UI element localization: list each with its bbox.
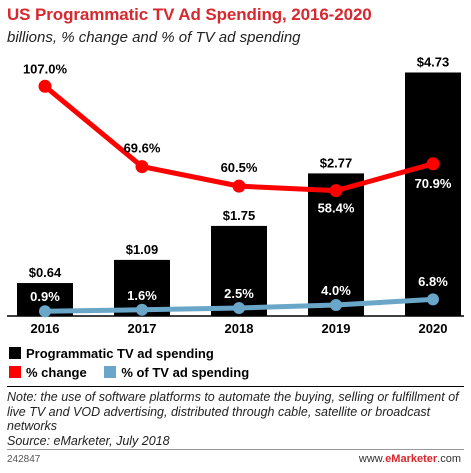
bar-label-2017: $1.09 (126, 242, 159, 257)
share-label-2017: 1.6% (127, 288, 157, 303)
legend-label-bars: Programmatic TV ad spending (26, 346, 214, 361)
change-label-2020: 70.9% (415, 176, 452, 191)
chart-title: US Programmatic TV Ad Spending, 2016-202… (7, 5, 372, 24)
change-point-2019 (329, 184, 343, 198)
x-tick-2016: 2016 (31, 321, 60, 336)
bar-label-2016: $0.64 (29, 265, 62, 280)
share-label-2020: 6.8% (418, 274, 448, 289)
legend-swatch-share (104, 366, 117, 378)
footer-divider (7, 449, 464, 450)
legend-item-share: % of TV ad spending (104, 365, 249, 380)
change-point-2017 (135, 160, 149, 174)
share-point-2018 (233, 302, 245, 314)
change-point-2018 (232, 179, 246, 193)
legend-item-change: % change (9, 365, 87, 380)
x-tick-2017: 2017 (128, 321, 157, 336)
legend-row-2: % change % of TV ad spending (9, 365, 263, 380)
legend-swatch-bars (9, 347, 21, 359)
change-label-2016: 107.0% (23, 61, 68, 76)
note-divider (7, 386, 464, 387)
note-source: Source: eMarketer, July 2018 (7, 433, 170, 448)
chart-plot: $0.64 $1.09 $1.75 $2.77 $4.73 107.0% 69.6% 60.5… (7, 54, 464, 336)
share-point-2019 (330, 299, 342, 311)
bar-2020 (405, 72, 461, 317)
bar-label-2018: $1.75 (223, 208, 256, 223)
bar-label-2019: $2.77 (320, 155, 353, 170)
change-point-2020 (426, 157, 440, 171)
legend-label-share: % of TV ad spending (121, 365, 250, 380)
legend-row-1: Programmatic TV ad spending (9, 346, 228, 361)
legend-item-bars: Programmatic TV ad spending (9, 346, 214, 361)
chart-id: 242847 (7, 454, 41, 465)
chart-subtitle: billions, % change and % of TV ad spendi… (7, 29, 301, 46)
legend-label-change: % change (26, 365, 87, 380)
bar-2019 (308, 173, 364, 316)
change-label-2018: 60.5% (221, 160, 258, 175)
change-label-2019: 58.4% (318, 201, 355, 216)
change-label-2017: 69.6% (124, 141, 161, 156)
legend-swatch-change (9, 366, 21, 378)
share-point-2017 (136, 303, 148, 316)
share-label-2019: 4.0% (321, 283, 351, 298)
x-tick-2018: 2018 (225, 321, 254, 336)
x-tick-2020: 2020 (419, 321, 448, 336)
change-point-2016 (38, 79, 52, 93)
bar-label-2020: $4.73 (417, 54, 450, 69)
x-tick-2019: 2019 (322, 321, 351, 336)
share-label-2018: 2.5% (224, 286, 254, 301)
chart-note: Note: the use of software platforms to a… (7, 390, 467, 448)
share-point-2020 (427, 293, 439, 306)
brand-logo[interactable]: www.eMarketer.com (358, 453, 461, 465)
bar-2018 (211, 225, 267, 316)
share-point-2016 (39, 305, 51, 318)
share-label-2016: 0.9% (30, 289, 60, 304)
note-text: Note: the use of software platforms to a… (7, 390, 459, 433)
